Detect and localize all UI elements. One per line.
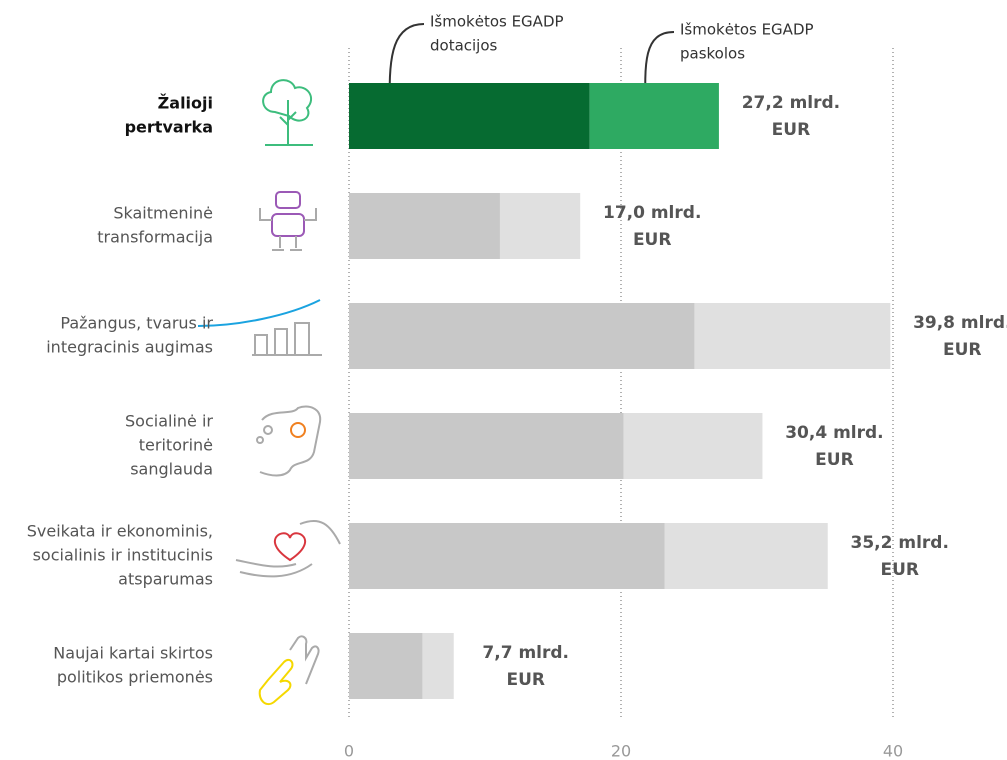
x-tick-label: 20 [611,742,631,760]
heart-icon [235,519,341,578]
x-tick-label: 40 [883,742,903,760]
category-label: teritorinė [139,436,213,455]
bar-segment [664,523,828,589]
total-label: EUR [880,560,919,580]
category-label: Sveikata ir ekonominis, [27,522,213,541]
bar-segment [349,193,500,259]
bar-segment [499,193,581,259]
growth-icon [197,299,322,356]
category-label: sanglauda [130,460,213,479]
category-label: atsparumas [118,570,213,589]
total-label: 30,4 mlrd. [785,423,883,443]
total-label: EUR [506,670,545,690]
bar-segment [349,523,665,589]
total-label: 17,0 mlrd. [603,203,701,223]
category-label: integracinis augimas [46,338,213,357]
annotation: Išmokėtos EGADP [430,13,564,31]
total-label: 27,2 mlrd. [742,93,840,113]
total-label: 7,7 mlrd. [482,643,569,663]
annotation: dotacijos [430,37,498,55]
robot-icon [259,191,317,251]
bar-segment [349,83,590,149]
category-label: Socialinė ir [125,412,213,431]
bar-segment [349,303,695,369]
total-label: EUR [943,340,982,360]
icons [197,79,341,706]
bar-segment [422,633,454,699]
bar-segment [589,83,719,149]
category-label: Skaitmeninė [113,204,213,223]
hands-icon [258,635,320,706]
bar-segment [623,413,763,479]
total-label: 35,2 mlrd. [851,533,949,553]
bar-segment [349,413,624,479]
tree-icon [262,79,313,146]
total-label: EUR [815,450,854,470]
total-label: EUR [772,120,811,140]
category-label: Pažangus, tvarus ir [60,314,213,333]
annotation: paskolos [680,45,745,63]
map-icon [256,405,322,477]
total-label: EUR [633,230,672,250]
category-label: Žalioji [158,94,213,113]
bar-segment [694,303,891,369]
category-label: socialinis ir institucinis [33,546,213,565]
category-label: pertvarka [125,118,213,137]
x-tick-label: 0 [344,742,354,760]
bar-segment [349,633,423,699]
total-label: 39,8 mlrd. [913,313,1007,333]
category-label: transformacija [97,228,213,247]
category-label: politikos priemonės [57,668,213,687]
annotation: Išmokėtos EGADP [680,21,814,39]
category-label: Naujai kartai skirtos [53,644,213,663]
